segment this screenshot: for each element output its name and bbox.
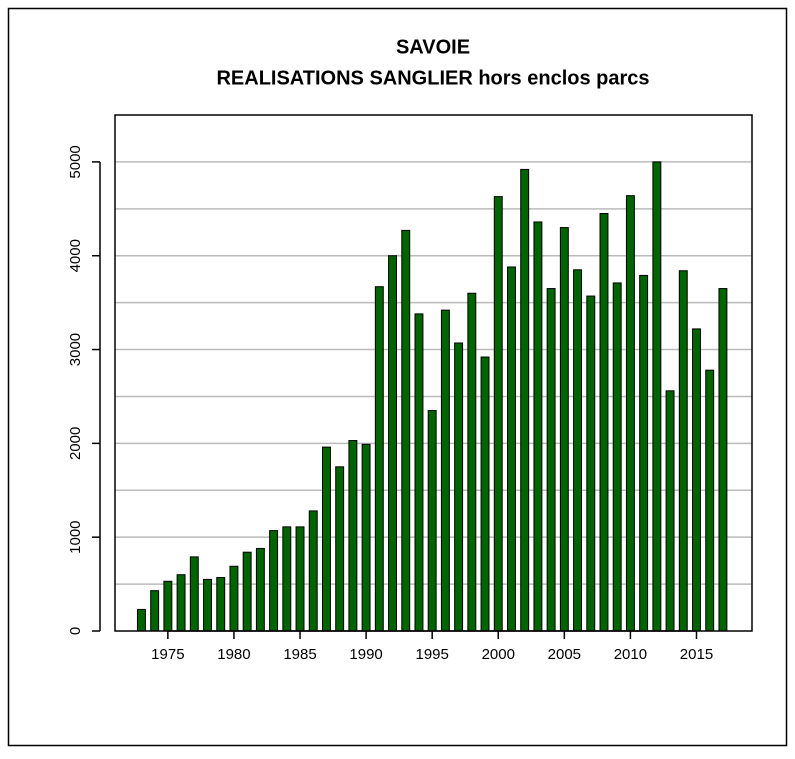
frame <box>7 7 788 747</box>
bar <box>414 313 424 632</box>
bar <box>652 161 662 632</box>
bar <box>282 526 292 632</box>
y-tick-label: 3000 <box>67 333 84 366</box>
bar <box>612 282 622 632</box>
bar <box>559 227 569 632</box>
y-tick-label: 1000 <box>67 520 84 553</box>
x-tick-label: 2015 <box>680 646 713 663</box>
bar <box>440 309 450 632</box>
bar <box>520 168 530 632</box>
x-tick-label: 1990 <box>349 646 382 663</box>
bar <box>401 229 411 632</box>
x-tick-label: 2000 <box>482 646 515 663</box>
bar <box>203 578 212 632</box>
bar <box>321 446 331 632</box>
x-tick-label: 1980 <box>217 646 250 663</box>
bar <box>533 221 543 632</box>
bar <box>335 466 345 632</box>
bar <box>678 270 688 632</box>
bar <box>295 526 305 632</box>
bar <box>625 195 635 632</box>
bar <box>229 565 239 632</box>
bar <box>189 556 199 632</box>
bar <box>546 288 556 632</box>
bar <box>150 590 160 632</box>
bar <box>176 574 186 632</box>
bar <box>216 577 226 632</box>
bar <box>599 213 609 632</box>
x-tick-label: 2010 <box>614 646 647 663</box>
x-tick-label: 1975 <box>151 646 184 663</box>
bar <box>639 274 649 632</box>
bar <box>665 390 675 632</box>
bar <box>493 196 503 632</box>
bar <box>242 551 252 632</box>
bar <box>718 288 728 632</box>
y-tick-label: 0 <box>67 627 84 635</box>
bar <box>705 369 715 632</box>
bar <box>388 255 397 632</box>
bar <box>480 356 490 632</box>
y-tick-label: 5000 <box>67 145 84 178</box>
bar <box>427 410 437 632</box>
bar <box>692 328 701 632</box>
bar <box>454 342 464 632</box>
bar <box>586 295 596 632</box>
bar <box>467 292 477 632</box>
x-tick-label: 1985 <box>283 646 316 663</box>
chart-subtitle: REALISATIONS SANGLIER hors enclos parcs <box>216 67 649 89</box>
bar <box>573 269 583 632</box>
bar <box>361 443 371 632</box>
bar <box>269 530 279 632</box>
x-tick-label: 1995 <box>415 646 448 663</box>
chart-title: SAVOIE <box>396 36 470 58</box>
x-tick-label: 2005 <box>548 646 581 663</box>
y-tick-label: 4000 <box>67 239 84 272</box>
bar <box>507 266 516 632</box>
bar <box>348 440 358 632</box>
bar <box>308 510 318 632</box>
bar <box>136 608 146 632</box>
bar <box>163 580 173 632</box>
y-tick-label: 2000 <box>67 427 84 460</box>
bar <box>374 286 384 632</box>
bar <box>255 547 265 632</box>
